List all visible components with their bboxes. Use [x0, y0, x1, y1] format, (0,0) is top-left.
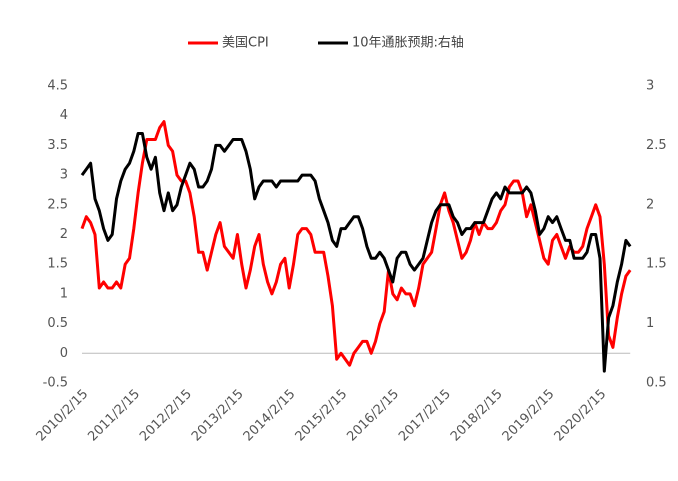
y-tick-label: 0: [60, 346, 68, 361]
y-tick-label: -0.5: [43, 376, 68, 391]
x-tick-label: 2015/2/15: [293, 387, 351, 445]
legend-label: 10年通胀预期:右轴: [352, 36, 464, 51]
y-tick-label: 3.5: [47, 138, 68, 153]
y-tick-label: 3: [60, 168, 68, 183]
y-tick-label: 1.5: [47, 257, 68, 272]
y-tick-label: 4.5: [47, 79, 68, 94]
x-tick-label: 2011/2/15: [85, 387, 143, 445]
legend-label: 美国CPI: [222, 36, 269, 51]
x-tick-label: 2014/2/15: [241, 387, 299, 445]
x-tick-label: 2010/2/15: [34, 387, 92, 445]
x-tick-label: 2018/2/15: [448, 387, 506, 445]
series-line: [80, 120, 632, 367]
y2-tick-label: 1.5: [646, 257, 667, 272]
y2-tick-label: 0.5: [646, 376, 667, 391]
y2-tick-label: 2.5: [646, 138, 667, 153]
x-tick-label: 2012/2/15: [137, 387, 195, 445]
x-tick-label: 2019/2/15: [500, 387, 558, 445]
y-tick-label: 2.5: [47, 197, 68, 212]
y-tick-label: 4: [60, 108, 68, 123]
y-tick-label: 2: [60, 227, 68, 242]
x-tick-label: 2020/2/15: [552, 387, 610, 445]
y2-tick-label: 2: [646, 197, 654, 212]
x-tick-label: 2016/2/15: [344, 387, 402, 445]
y2-tick-label: 3: [646, 79, 654, 94]
y-tick-label: 1: [60, 286, 68, 301]
y-tick-label: 0.5: [47, 316, 68, 331]
series-line: [80, 132, 632, 373]
y2-tick-label: 1: [646, 316, 654, 331]
x-tick-label: 2017/2/15: [396, 387, 454, 445]
x-tick-label: 2013/2/15: [189, 387, 247, 445]
